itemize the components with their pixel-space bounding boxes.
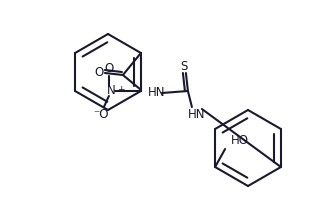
- Text: O: O: [94, 67, 104, 79]
- Text: S: S: [180, 60, 188, 73]
- Text: HN: HN: [148, 86, 165, 100]
- Text: O: O: [104, 62, 113, 76]
- Text: +: +: [117, 85, 124, 94]
- Text: N: N: [107, 84, 115, 97]
- Text: HN: HN: [188, 108, 205, 121]
- Text: HO: HO: [231, 135, 249, 148]
- Text: ⁻O: ⁻O: [93, 108, 109, 121]
